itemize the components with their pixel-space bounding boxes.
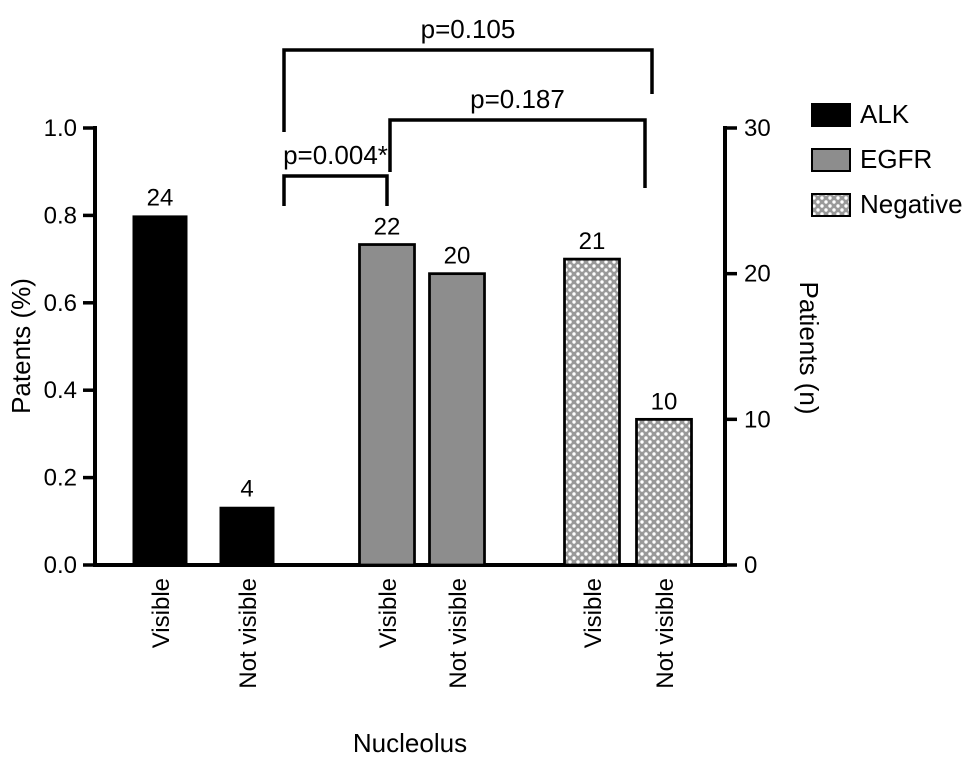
x-tick-label: Visible xyxy=(375,578,402,648)
x-tick-label: Visible xyxy=(148,578,175,648)
bar-alk-not-visible xyxy=(219,506,275,565)
left-axis-tick-label: 0.4 xyxy=(44,377,77,404)
left-axis-title: Patents (%) xyxy=(6,278,36,414)
significance-bracket-p-0-105 xyxy=(282,48,654,132)
left-axis-tick-label: 0.6 xyxy=(44,290,77,317)
bar-negative-not-visible xyxy=(635,417,693,567)
bar-egfr-not-visible xyxy=(428,272,486,567)
bar-negative-visible xyxy=(563,257,621,567)
right-axis-title: Patients (n) xyxy=(794,282,824,415)
legend-swatch-negative xyxy=(811,193,851,217)
bar-value-label: 24 xyxy=(147,184,174,211)
bar-value-label: 22 xyxy=(374,214,401,241)
legend-label-egfr: EGFR xyxy=(860,144,932,174)
bar-egfr-visible xyxy=(358,243,416,567)
right-axis-tick-label: 10 xyxy=(744,406,771,433)
bar-alk-visible xyxy=(132,215,188,565)
bar-value-label: 20 xyxy=(444,243,471,270)
significance-bracket-p-0-187 xyxy=(388,118,647,188)
legend-swatch-alk xyxy=(811,103,851,127)
right-axis-tick-label: 20 xyxy=(744,261,771,288)
x-tick-label: Not visible xyxy=(235,578,262,689)
p-value-label-p-0-004: p=0.004* xyxy=(283,140,388,170)
left-axis-tick-label: 0.2 xyxy=(44,465,77,492)
right-axis-tick-label: 30 xyxy=(744,115,771,142)
left-axis-tick-label: 0.8 xyxy=(44,202,77,229)
x-axis-title: Nucleolus xyxy=(353,728,467,758)
x-tick-label: Not visible xyxy=(445,578,472,689)
significance-bracket-p-0-004 xyxy=(282,174,389,206)
p-value-label-p-0-187: p=0.187 xyxy=(470,84,565,114)
legend-label-negative: Negative xyxy=(860,189,963,219)
bar-value-label: 10 xyxy=(651,388,678,415)
x-tick-label: Not visible xyxy=(652,578,679,689)
legend-label-alk: ALK xyxy=(860,99,910,129)
left-axis-tick-label: 0.0 xyxy=(44,552,77,579)
left-axis-tick-label: 1.0 xyxy=(44,115,77,142)
bar-value-label: 21 xyxy=(579,228,606,255)
legend-swatch-egfr xyxy=(811,148,851,172)
bar-value-label: 4 xyxy=(240,476,253,503)
right-axis-tick-label: 0 xyxy=(744,552,757,579)
p-value-label-p-0-105: p=0.105 xyxy=(421,14,516,44)
x-tick-label: Visible xyxy=(580,578,607,648)
